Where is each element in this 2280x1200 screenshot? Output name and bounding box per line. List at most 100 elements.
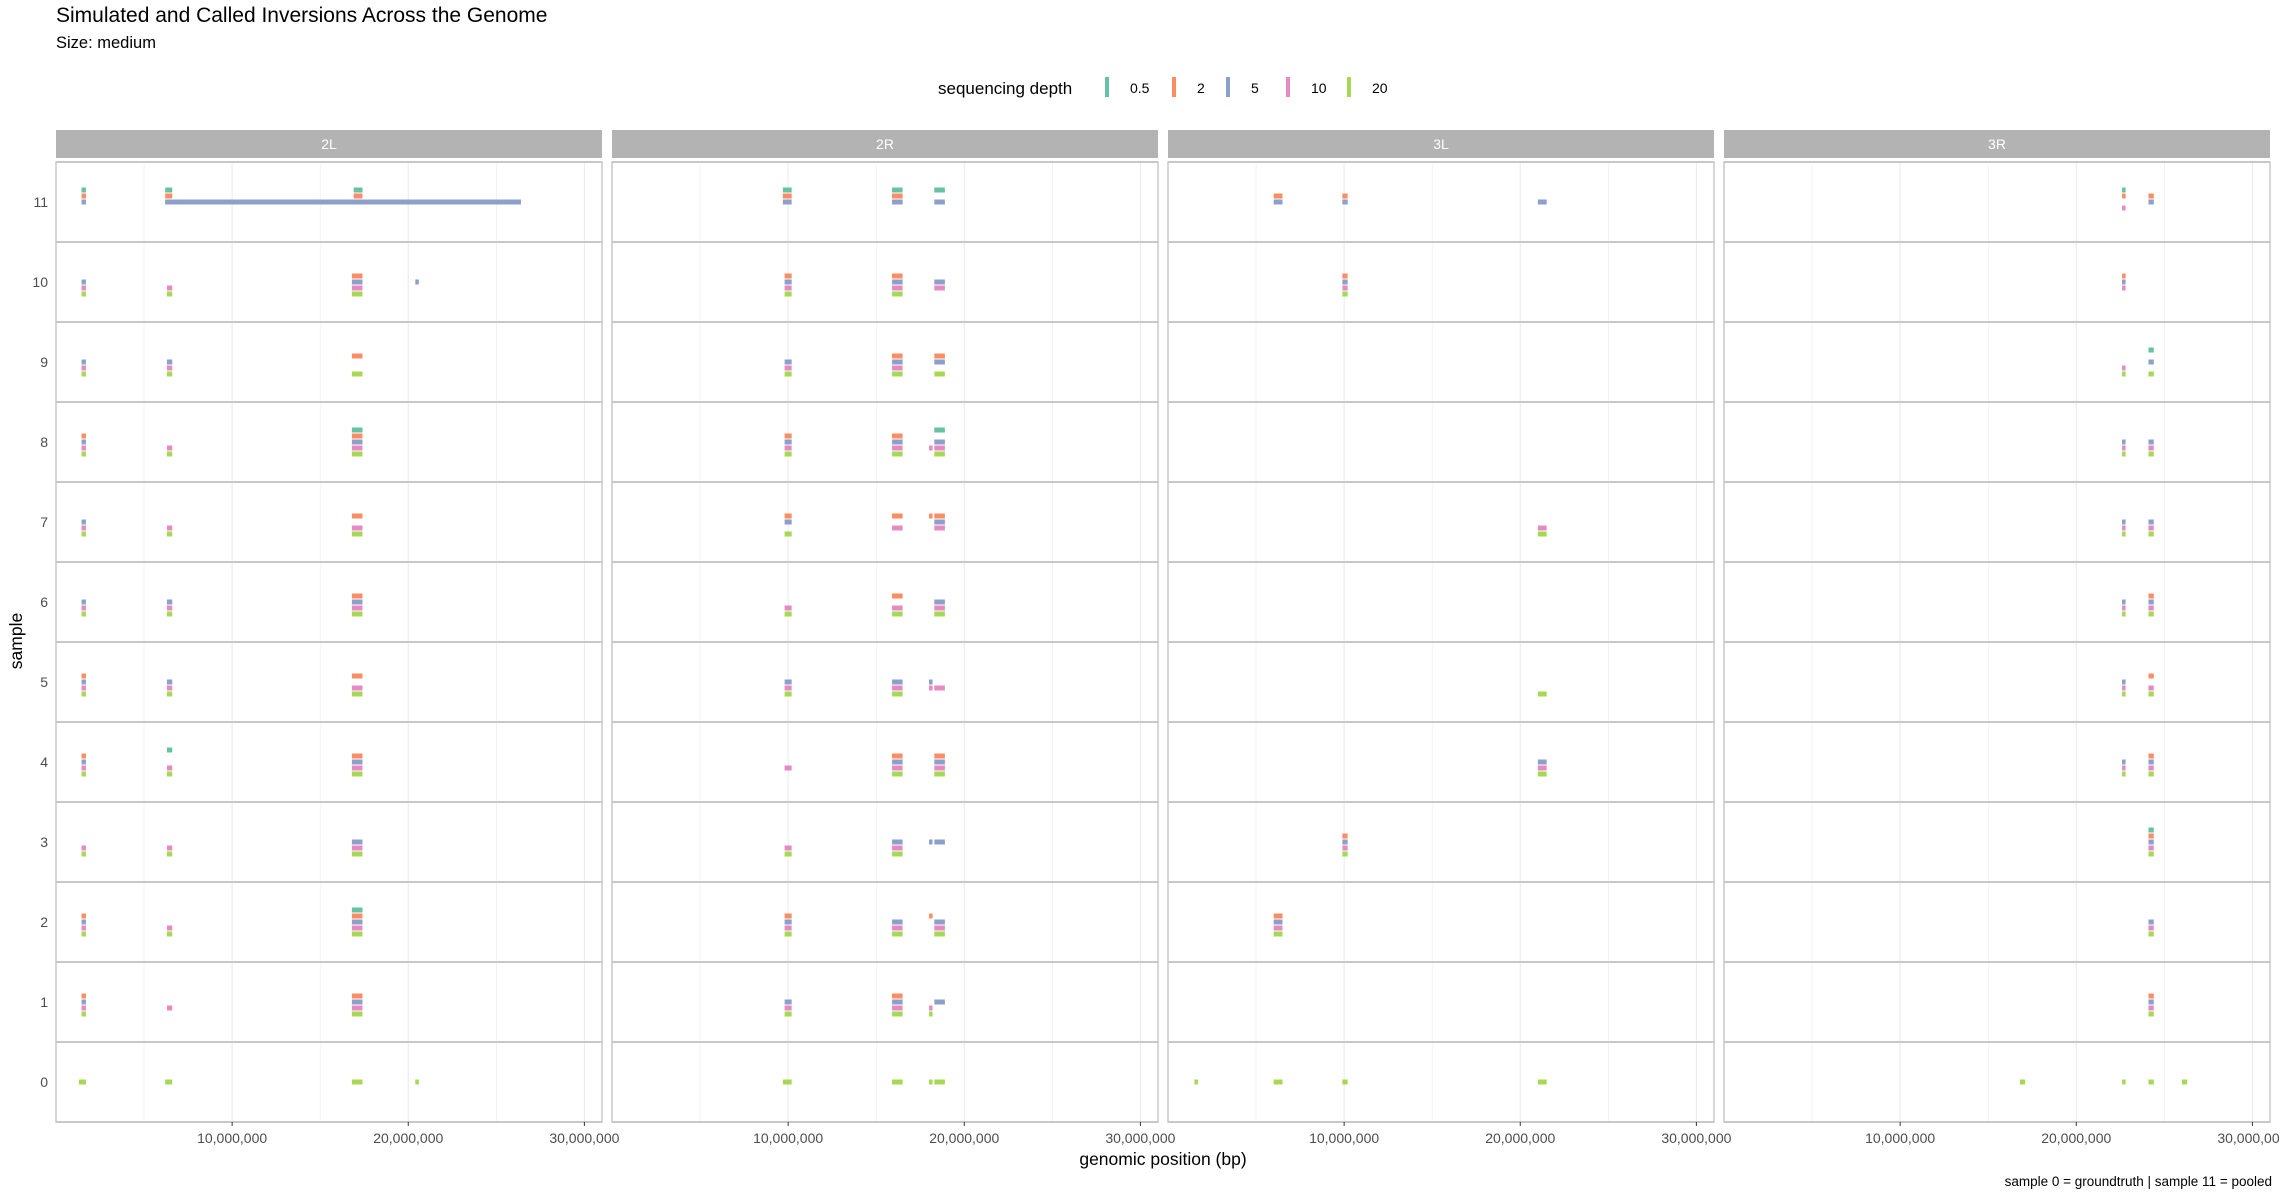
called-inversion-segment — [351, 999, 363, 1005]
called-inversion-segment — [351, 1005, 363, 1011]
called-inversion-segment — [351, 371, 363, 377]
called-inversion-segment — [1273, 913, 1283, 919]
called-inversion-segment — [892, 765, 903, 771]
called-inversion-segment — [929, 913, 933, 919]
legend-key — [1172, 77, 1176, 97]
facet-label: 3L — [1433, 136, 1449, 152]
called-inversion-segment — [2122, 279, 2126, 285]
legend-label: 0.5 — [1130, 80, 1150, 96]
called-inversion-segment — [2148, 845, 2154, 851]
called-inversion-segment — [1342, 199, 1348, 205]
panel-border — [611, 161, 1159, 1123]
called-inversion-segment — [782, 199, 792, 205]
legend-item-10: 10 — [1286, 77, 1327, 97]
groundtruth-segment — [1273, 1079, 1283, 1085]
called-inversion-segment — [2148, 827, 2154, 833]
called-inversion-segment — [934, 771, 945, 777]
called-inversion-segment — [892, 451, 903, 457]
facet-label: 3R — [1988, 136, 2006, 152]
x-tick-label: 30,000,000 — [549, 1130, 619, 1146]
called-inversion-segment — [934, 513, 945, 519]
called-inversion-segment — [166, 451, 173, 457]
called-inversion-segment — [1342, 845, 1348, 851]
called-inversion-segment — [892, 753, 903, 759]
facet-panels: 2L 10,000,000 20,000,000 30,000,000 2R 10,000… — [55, 130, 2280, 1146]
facet-label: 2L — [321, 136, 337, 152]
called-inversion-segment — [351, 919, 363, 925]
called-inversion-segment — [1273, 919, 1283, 925]
panel-border — [1167, 161, 1715, 1123]
called-inversion-segment — [784, 1011, 792, 1017]
called-inversion-segment — [81, 1011, 86, 1017]
called-inversion-segment — [1537, 691, 1547, 697]
facet-label: 2R — [876, 136, 894, 152]
called-inversion-segment — [2148, 673, 2154, 679]
called-inversion-segment — [2148, 851, 2154, 857]
called-inversion-segment — [2148, 605, 2154, 611]
called-inversion-segment — [415, 279, 419, 285]
called-inversion-segment — [2122, 519, 2126, 525]
called-inversion-segment — [166, 845, 173, 851]
called-inversion-segment — [81, 371, 86, 377]
called-inversion-segment — [1537, 759, 1547, 765]
called-inversion-segment — [892, 193, 903, 199]
called-inversion-segment — [934, 931, 945, 937]
called-inversion-segment — [1342, 833, 1348, 839]
called-inversion-segment — [165, 199, 521, 205]
called-inversion-segment — [81, 1005, 86, 1011]
called-inversion-segment — [892, 353, 903, 359]
called-inversion-segment — [784, 273, 792, 279]
called-inversion-segment — [81, 359, 86, 365]
x-axis-title: genomic position (bp) — [1079, 1149, 1246, 1169]
called-inversion-segment — [2148, 439, 2154, 445]
called-inversion-segment — [2148, 599, 2154, 605]
called-inversion-segment — [784, 279, 792, 285]
called-inversion-segment — [2148, 193, 2154, 199]
called-inversion-segment — [2148, 833, 2154, 839]
called-inversion-segment — [2148, 765, 2154, 771]
y-tick-label: 0 — [40, 1074, 48, 1090]
called-inversion-segment — [934, 599, 945, 605]
panel-border — [55, 161, 603, 1123]
called-inversion-segment — [784, 513, 792, 519]
x-tick-label: 20,000,000 — [373, 1130, 443, 1146]
called-inversion-segment — [2122, 765, 2126, 771]
called-inversion-segment — [81, 445, 86, 451]
called-inversion-segment — [784, 365, 792, 371]
facet-strip — [1724, 130, 2270, 158]
called-inversion-segment — [351, 427, 363, 433]
panel-border — [1723, 161, 2271, 1123]
called-inversion-segment — [784, 691, 792, 697]
y-tick-label: 6 — [40, 594, 48, 610]
called-inversion-segment — [81, 759, 86, 765]
called-inversion-segment — [1342, 851, 1348, 857]
groundtruth-segment — [415, 1079, 419, 1085]
called-inversion-segment — [892, 679, 903, 685]
called-inversion-segment — [1273, 193, 1283, 199]
called-inversion-segment — [892, 1005, 903, 1011]
called-inversion-segment — [2148, 593, 2154, 599]
called-inversion-segment — [81, 919, 86, 925]
called-inversion-segment — [81, 851, 86, 857]
called-inversion-segment — [1342, 279, 1348, 285]
called-inversion-segment — [892, 359, 903, 365]
called-inversion-segment — [934, 451, 945, 457]
called-inversion-segment — [784, 605, 792, 611]
called-inversion-segment — [353, 193, 363, 199]
called-inversion-segment — [351, 1011, 363, 1017]
called-inversion-segment — [1342, 193, 1348, 199]
called-inversion-segment — [784, 439, 792, 445]
called-inversion-segment — [351, 913, 363, 919]
called-inversion-segment — [351, 907, 363, 913]
called-inversion-segment — [2148, 771, 2154, 777]
called-inversion-segment — [351, 993, 363, 999]
x-tick-label: 20,000,000 — [1485, 1130, 1555, 1146]
called-inversion-segment — [351, 593, 363, 599]
called-inversion-segment — [934, 285, 945, 291]
called-inversion-segment — [934, 925, 945, 931]
called-inversion-segment — [166, 445, 173, 451]
y-tick-label: 1 — [40, 994, 48, 1010]
called-inversion-segment — [2148, 931, 2154, 937]
called-inversion-segment — [2122, 205, 2126, 211]
called-inversion-segment — [2148, 1005, 2154, 1011]
